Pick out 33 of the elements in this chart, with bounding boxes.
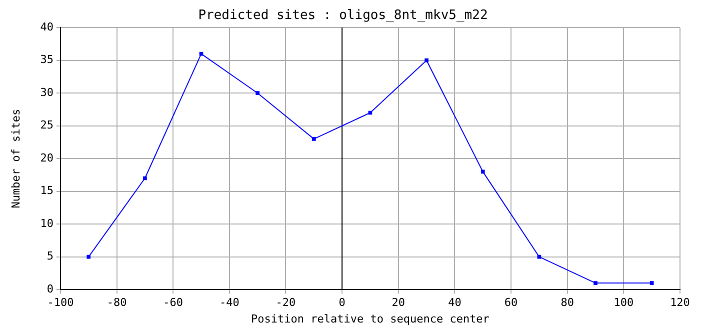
x-tick-label: 80 (560, 296, 574, 310)
x-tick-label: 0 (338, 296, 346, 310)
y-tick-label: 5 (46, 250, 54, 263)
y-tick-label: 20 (40, 151, 54, 164)
y-tick-label: 35 (40, 53, 54, 66)
y-tick-label: 15 (40, 184, 54, 198)
point (480, 170, 485, 174)
point (537, 254, 542, 259)
x-tick-label: -100 (47, 296, 74, 310)
point (143, 176, 147, 180)
point (86, 254, 91, 259)
x-tick-label: 120 (670, 296, 690, 310)
y-tick-label: 10 (40, 216, 54, 230)
point (424, 58, 428, 62)
y-tick-label: 25 (40, 118, 54, 132)
point (256, 91, 260, 96)
point (594, 281, 598, 285)
y-tick-label: 30 (40, 86, 54, 99)
y-tick-label: 0 (46, 282, 54, 296)
y-axis-title: Number of sites (9, 108, 22, 208)
y-tick-label: 40 (40, 20, 54, 34)
point (312, 137, 316, 141)
x-tick-label: 100 (614, 296, 634, 310)
x-tick-label: -80 (106, 296, 127, 310)
x-tick-label: -60 (163, 296, 184, 310)
x-axis-title: Position relative to sequence center (251, 312, 490, 326)
chart-title: Predicted sites : oligos_8nt_mkv5_m22 (198, 8, 488, 24)
x-tick-label: -40 (219, 296, 240, 310)
x-tick-label: 60 (504, 296, 518, 310)
point (650, 281, 654, 285)
x-tick-label: 20 (392, 296, 406, 310)
x-tick-label: -20 (276, 296, 296, 310)
x-tick-label: 40 (448, 296, 462, 310)
